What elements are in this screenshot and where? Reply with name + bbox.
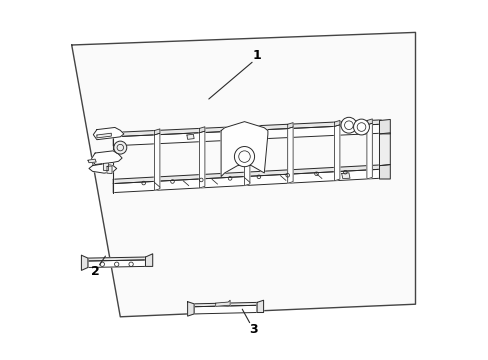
Circle shape	[234, 147, 254, 167]
Text: 2: 2	[91, 265, 99, 278]
Polygon shape	[244, 125, 249, 131]
Polygon shape	[88, 257, 145, 261]
Polygon shape	[334, 125, 339, 181]
Polygon shape	[154, 133, 160, 190]
Polygon shape	[221, 122, 267, 176]
Polygon shape	[113, 120, 381, 137]
Polygon shape	[287, 127, 292, 183]
Polygon shape	[194, 302, 257, 307]
Polygon shape	[244, 129, 249, 185]
Polygon shape	[199, 127, 204, 133]
Polygon shape	[113, 169, 381, 193]
Polygon shape	[366, 119, 371, 125]
Polygon shape	[366, 123, 371, 179]
Polygon shape	[81, 255, 88, 270]
Polygon shape	[97, 133, 111, 138]
Circle shape	[353, 119, 368, 135]
Polygon shape	[72, 32, 415, 317]
Polygon shape	[215, 300, 230, 306]
Polygon shape	[287, 123, 292, 129]
Polygon shape	[88, 159, 96, 163]
Polygon shape	[154, 129, 160, 135]
Polygon shape	[257, 300, 263, 312]
Polygon shape	[113, 165, 381, 184]
Polygon shape	[194, 305, 257, 314]
Polygon shape	[145, 254, 152, 266]
Polygon shape	[334, 121, 339, 126]
Polygon shape	[379, 133, 389, 166]
Polygon shape	[107, 166, 112, 174]
Text: 1: 1	[252, 49, 261, 62]
Polygon shape	[199, 131, 204, 188]
Circle shape	[340, 117, 356, 133]
Polygon shape	[93, 127, 123, 140]
Polygon shape	[91, 151, 122, 165]
Polygon shape	[379, 165, 389, 179]
Circle shape	[114, 141, 126, 154]
Polygon shape	[113, 124, 381, 146]
Polygon shape	[187, 302, 194, 316]
Polygon shape	[88, 260, 145, 267]
Polygon shape	[379, 120, 389, 134]
Text: 3: 3	[249, 323, 257, 336]
Polygon shape	[89, 164, 117, 173]
Polygon shape	[341, 173, 349, 179]
Polygon shape	[186, 134, 194, 139]
Polygon shape	[103, 163, 108, 171]
